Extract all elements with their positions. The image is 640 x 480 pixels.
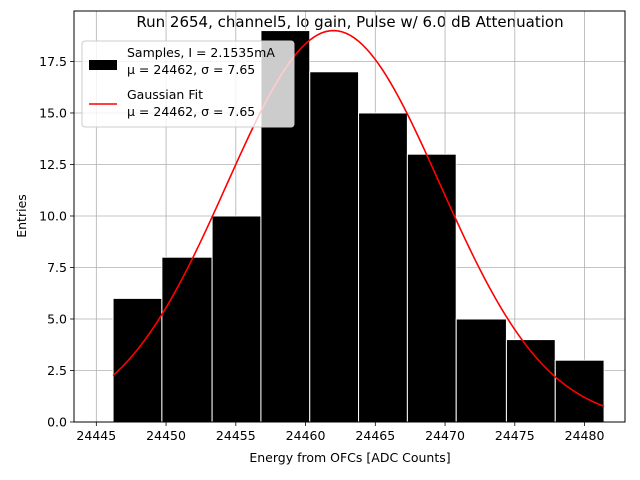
x-tick-label: 24465 [355,428,395,443]
gaussian-fit-line [112,29,605,408]
legend-histogram-stats: μ = 24462, σ = 7.65 [127,62,255,77]
histogram-bar [211,215,262,423]
y-tick-label: 5.0 [47,311,67,326]
histogram-bar [112,297,163,423]
chart-title: Run 2654, channel5, lo gain, Pulse w/ 6.… [136,13,563,31]
legend-box [81,40,295,128]
histogram-bar [406,153,457,423]
y-axis-ticks: 0.0 2.5 5.0 7.5 10.0 12.5 15.0 17.5 [39,54,74,430]
x-tick-label: 24475 [495,428,535,443]
legend: Samples, I = 2.1535mA μ = 24462, σ = 7.6… [81,40,295,128]
legend-fit-stats: μ = 24462, σ = 7.65 [127,104,255,119]
y-tick-label: 10.0 [39,208,67,223]
histogram-bar [358,112,408,423]
histogram-bar [309,71,360,423]
histogram-bars [112,30,605,423]
y-tick-label: 0.0 [47,415,67,430]
y-tick-label: 15.0 [39,105,67,120]
x-axis-ticks: 24445 24450 24455 24460 24465 24470 24475 24480 [76,422,604,443]
histogram-bar [161,256,213,423]
legend-histogram-swatch [89,60,117,70]
y-axis-label: Entries [14,194,29,238]
histogram-bar [554,359,605,423]
y-tick-label: 2.5 [47,363,67,378]
histogram-bar [455,318,507,423]
legend-fit-label: Gaussian Fit [127,87,203,102]
x-tick-label: 24455 [216,428,256,443]
plot-frame [73,10,626,423]
x-tick-label: 24470 [425,428,465,443]
x-tick-label: 24445 [76,428,116,443]
x-tick-label: 24450 [146,428,186,443]
x-tick-label: 24480 [565,428,605,443]
x-tick-label: 24460 [286,428,326,443]
x-axis-label: Energy from OFCs [ADC Counts] [249,450,450,465]
y-tick-label: 17.5 [39,54,67,69]
legend-histogram-label: Samples, I = 2.1535mA [127,45,275,60]
y-tick-label: 7.5 [47,260,67,275]
histogram-bar [505,339,556,423]
y-tick-label: 12.5 [39,157,67,172]
